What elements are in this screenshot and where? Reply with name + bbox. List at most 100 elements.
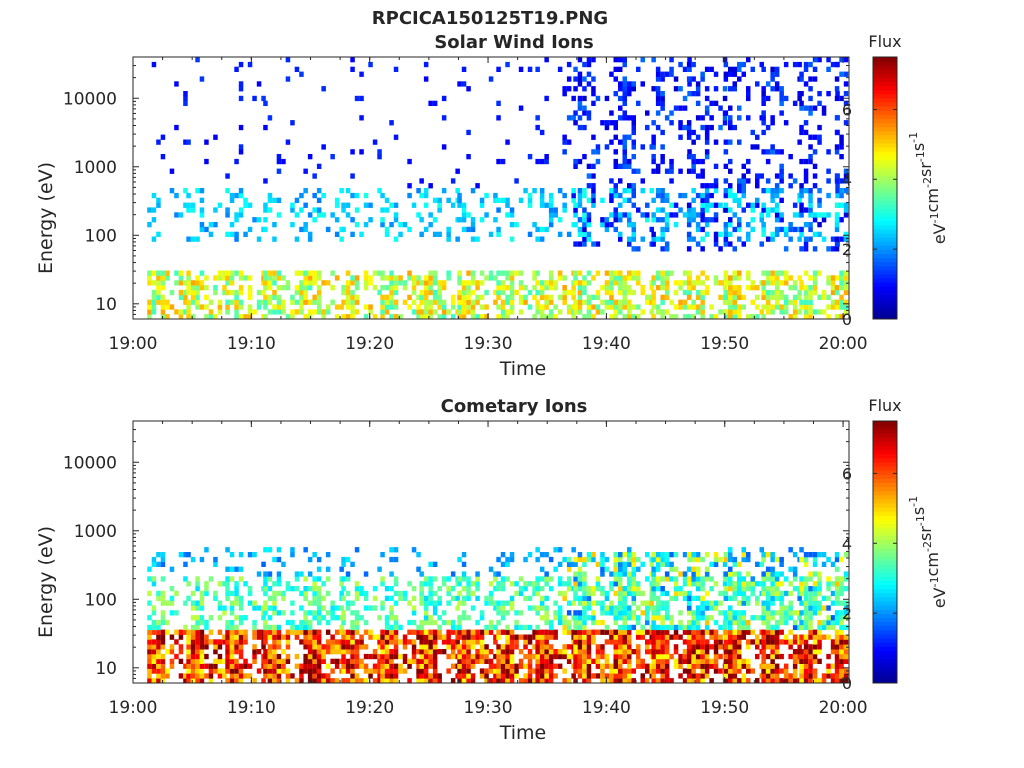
heatmap-cell bbox=[147, 663, 152, 669]
heatmap-cell bbox=[500, 280, 506, 286]
heatmap-cell bbox=[213, 658, 218, 664]
heatmap-cell bbox=[830, 299, 836, 305]
heatmap-cell bbox=[325, 576, 331, 582]
heatmap-cell bbox=[393, 285, 399, 291]
heatmap-cell bbox=[229, 649, 235, 655]
heatmap-cell bbox=[660, 188, 665, 194]
heatmap-cell bbox=[573, 86, 578, 92]
heatmap-cell bbox=[263, 226, 268, 233]
heatmap-cell bbox=[423, 576, 429, 582]
heatmap-cell bbox=[803, 129, 809, 136]
heatmap-cell bbox=[446, 576, 451, 582]
heatmap-cell bbox=[812, 57, 818, 63]
heatmap-cell bbox=[808, 158, 813, 165]
heatmap-cell bbox=[345, 644, 351, 650]
heatmap-cell bbox=[350, 289, 355, 296]
heatmap-cell bbox=[450, 629, 456, 635]
heatmap-cell bbox=[341, 207, 346, 213]
heatmap-cell bbox=[321, 314, 326, 320]
heatmap-cell bbox=[384, 658, 390, 664]
heatmap-cell bbox=[686, 619, 692, 626]
unit-base: cm bbox=[923, 188, 942, 212]
heatmap-cell bbox=[821, 595, 827, 601]
heatmap-cell bbox=[695, 100, 701, 106]
heatmap-cell bbox=[217, 605, 223, 611]
heatmap-cell bbox=[649, 561, 654, 567]
heatmap-cell bbox=[645, 605, 650, 611]
heatmap-cell bbox=[247, 586, 253, 592]
heatmap-cell bbox=[686, 658, 692, 664]
heatmap-cell bbox=[808, 663, 813, 669]
heatmap-cell bbox=[577, 299, 583, 305]
heatmap-cell bbox=[384, 634, 390, 640]
heatmap-cell bbox=[803, 236, 809, 242]
heatmap-cell bbox=[299, 304, 304, 310]
heatmap-cell bbox=[686, 207, 692, 213]
heatmap-cell bbox=[165, 673, 170, 679]
heatmap-cell bbox=[627, 629, 632, 635]
heatmap-cell bbox=[686, 246, 692, 252]
heatmap-cell bbox=[817, 658, 822, 664]
heatmap-cell bbox=[695, 86, 701, 92]
heatmap-cell bbox=[799, 231, 804, 237]
heatmap-cell bbox=[723, 299, 729, 305]
heatmap-cell bbox=[398, 275, 403, 281]
heatmap-cell bbox=[678, 634, 683, 640]
heatmap-cell bbox=[728, 547, 733, 553]
heatmap-cell bbox=[691, 139, 696, 145]
colorbar-segment bbox=[873, 93, 897, 99]
heatmap-cell bbox=[695, 610, 701, 616]
heatmap-cell bbox=[622, 158, 627, 165]
heatmap-cell bbox=[839, 285, 844, 291]
heatmap-cell bbox=[750, 280, 755, 286]
heatmap-cell bbox=[817, 124, 822, 131]
colorbar-segment bbox=[873, 228, 897, 234]
heatmap-cell bbox=[797, 275, 802, 281]
heatmap-cell bbox=[299, 71, 304, 77]
heatmap-cell bbox=[691, 197, 696, 203]
heatmap-cell bbox=[252, 644, 257, 650]
heatmap-cell bbox=[577, 649, 583, 655]
heatmap-cell bbox=[423, 605, 429, 611]
heatmap-cell bbox=[651, 241, 656, 247]
heatmap-cell bbox=[500, 653, 506, 660]
heatmap-cell bbox=[199, 212, 205, 218]
colorbar-segment bbox=[873, 69, 897, 74]
heatmap-cell bbox=[622, 590, 627, 597]
heatmap-cell bbox=[500, 304, 506, 310]
heatmap-cell bbox=[419, 299, 424, 305]
heatmap-cell bbox=[691, 217, 696, 223]
heatmap-cell bbox=[178, 649, 184, 655]
heatmap-cell bbox=[609, 629, 614, 635]
heatmap-cell bbox=[380, 217, 385, 223]
heatmap-cell bbox=[577, 663, 583, 669]
heatmap-cell bbox=[527, 154, 533, 160]
heatmap-cell bbox=[770, 615, 775, 621]
heatmap-cell bbox=[276, 653, 282, 660]
heatmap-cell bbox=[627, 615, 632, 621]
heatmap-cell bbox=[334, 644, 340, 650]
heatmap-cell bbox=[655, 163, 661, 169]
heatmap-cell bbox=[535, 668, 540, 674]
heatmap-cell bbox=[252, 634, 257, 640]
heatmap-cell bbox=[839, 217, 844, 223]
heatmap-cell bbox=[792, 658, 798, 664]
heatmap-cell bbox=[673, 581, 679, 587]
heatmap-cell bbox=[765, 590, 771, 597]
heatmap-cell bbox=[225, 231, 230, 237]
heatmap-cell bbox=[709, 314, 714, 320]
heatmap-cell bbox=[169, 658, 175, 664]
heatmap-cell bbox=[263, 275, 268, 281]
heatmap-cell bbox=[190, 207, 196, 213]
heatmap-cell bbox=[839, 57, 844, 63]
heatmap-cell bbox=[704, 134, 710, 140]
heatmap-cell bbox=[695, 91, 701, 97]
heatmap-cell bbox=[544, 158, 549, 165]
heatmap-cell bbox=[461, 639, 467, 645]
heatmap-cell bbox=[732, 561, 737, 567]
heatmap-cell bbox=[750, 299, 755, 305]
heatmap-cell bbox=[746, 586, 751, 592]
heatmap-cell bbox=[299, 207, 304, 213]
heatmap-cell bbox=[839, 610, 844, 616]
